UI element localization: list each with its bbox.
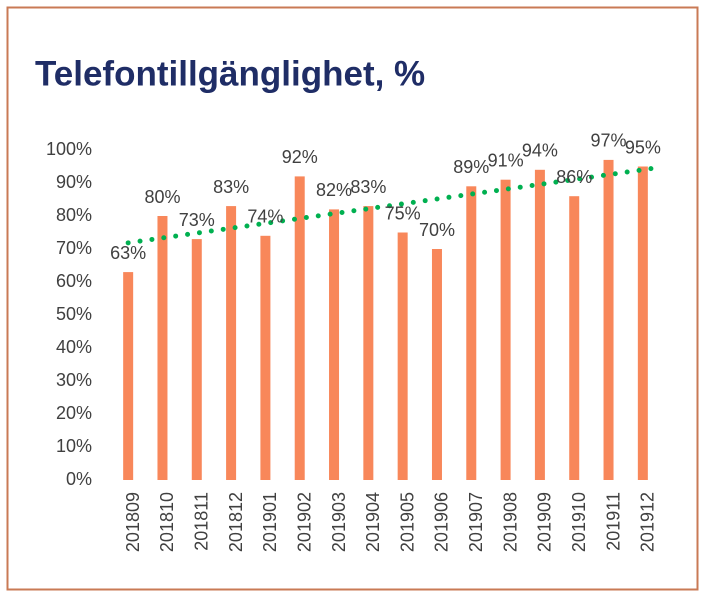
x-tick-label: 201902 [294, 492, 314, 552]
bar [191, 239, 202, 480]
y-tick-label: 90% [56, 172, 92, 192]
x-tick-label: 201911 [603, 492, 623, 551]
bar [534, 169, 545, 481]
x-tick-label: 201912 [638, 492, 658, 552]
bar [637, 166, 648, 480]
y-tick-label: 100% [46, 139, 92, 159]
y-tick-label: 40% [56, 337, 92, 357]
bar [466, 186, 477, 481]
bar [363, 206, 374, 480]
bar [329, 209, 340, 480]
bar [500, 179, 511, 480]
x-tick-label: 201812 [226, 492, 246, 552]
data-label: 89% [453, 157, 489, 177]
data-label: 92% [282, 147, 318, 167]
data-label: 94% [522, 141, 558, 161]
trendline [125, 165, 660, 246]
bar [123, 272, 134, 480]
y-tick-label: 60% [56, 271, 92, 291]
data-label: 95% [625, 137, 661, 157]
data-label: 74% [247, 207, 283, 227]
data-label: 75% [385, 203, 421, 223]
data-label: 97% [591, 131, 627, 151]
bar [157, 216, 168, 480]
data-label: 82% [316, 180, 352, 200]
x-tick-label: 201907 [466, 492, 486, 552]
y-tick-label: 80% [56, 205, 92, 225]
data-label: 63% [110, 243, 146, 263]
bar [294, 176, 305, 480]
x-tick-label: 201909 [535, 492, 555, 552]
chart-title: Telefontillgänglighet, % [35, 54, 425, 93]
x-tick-label: 201904 [363, 492, 383, 552]
x-tick-label: 201809 [123, 492, 143, 552]
y-tick-label: 30% [56, 370, 92, 390]
bar [431, 249, 442, 480]
y-tick-label: 10% [56, 436, 92, 456]
y-tick-label: 0% [66, 469, 92, 489]
x-tick-label: 201901 [260, 492, 280, 552]
data-label: 80% [144, 187, 180, 207]
bar [397, 232, 408, 480]
x-tick-label: 201811 [192, 492, 212, 551]
bar [603, 159, 614, 480]
bar [226, 206, 237, 480]
data-label: 83% [350, 177, 386, 197]
chart-frame [6, 6, 699, 591]
data-label: 73% [179, 210, 215, 230]
data-label: 70% [419, 220, 455, 240]
bar [569, 196, 580, 480]
x-tick-label: 201908 [500, 492, 520, 552]
bar [260, 235, 271, 480]
x-tick-label: 201906 [432, 492, 452, 552]
x-tick-label: 201910 [569, 492, 589, 552]
x-tick-label: 201905 [397, 492, 417, 552]
data-label: 91% [488, 150, 524, 170]
x-tick-label: 201810 [157, 492, 177, 552]
y-tick-label: 20% [56, 403, 92, 423]
data-label: 83% [213, 177, 249, 197]
y-tick-label: 70% [56, 238, 92, 258]
y-tick-label: 50% [56, 304, 92, 324]
x-tick-label: 201903 [329, 492, 349, 552]
data-label: 86% [556, 167, 592, 187]
